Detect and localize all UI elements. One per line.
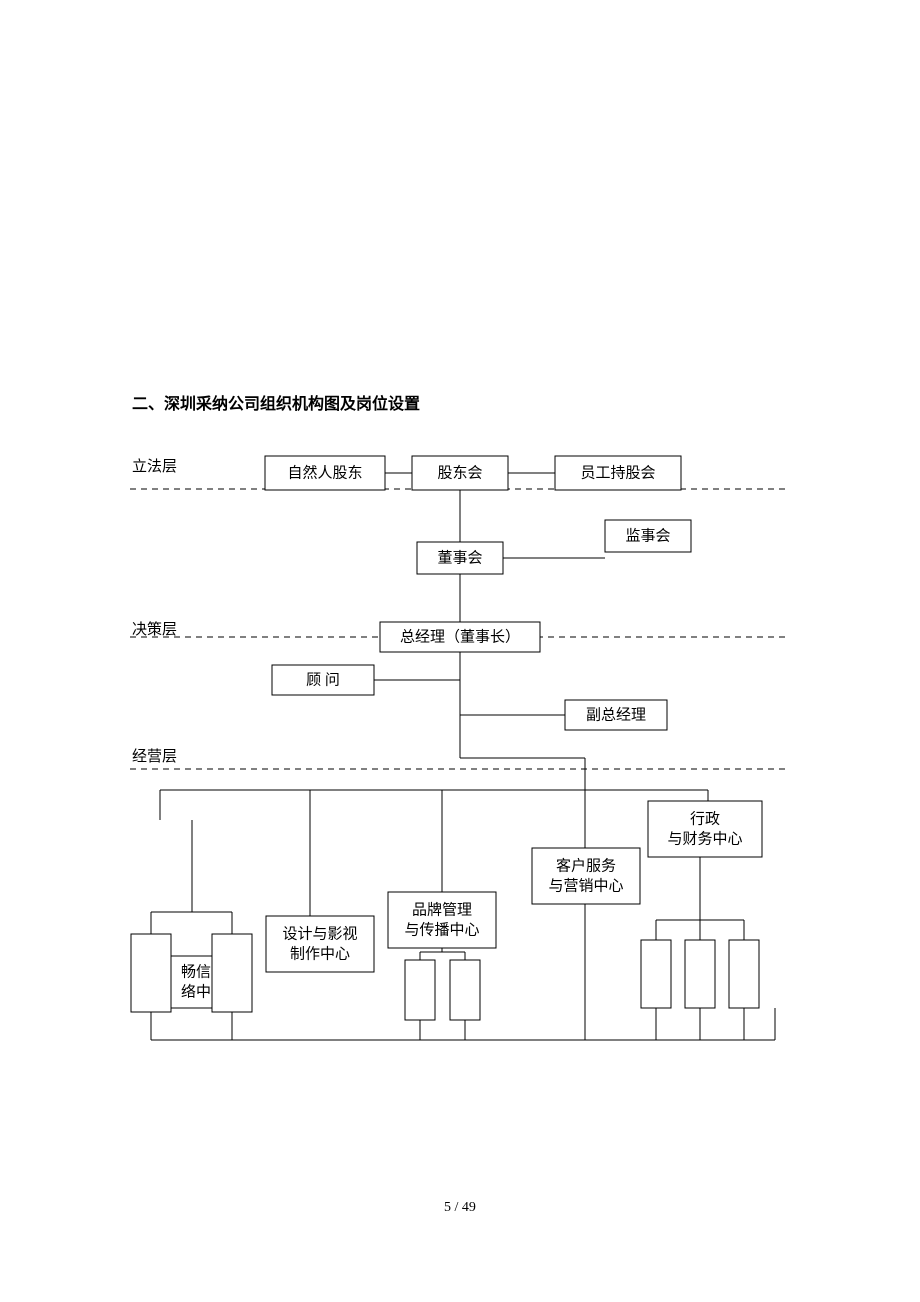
page-number: 5 / 49 bbox=[420, 1200, 500, 1216]
leaf-box-6 bbox=[729, 940, 759, 1008]
leaf-box-0 bbox=[131, 934, 171, 1012]
leaf-box-4 bbox=[641, 940, 671, 1008]
node-label-natural_shareholder: 自然人股东 bbox=[287, 464, 362, 481]
node-label-admin_finance-l2: 与财务中心 bbox=[667, 830, 742, 847]
node-label-general_manager: 总经理（董事长） bbox=[400, 628, 520, 645]
node-label-design_video-l2: 制作中心 bbox=[290, 945, 350, 962]
node-label-board_of_directors: 董事会 bbox=[437, 549, 482, 566]
node-label-supervisory_board: 监事会 bbox=[625, 527, 670, 544]
org-chart-svg: 自然人股东 股东会 员工持股会监事会董事会总经理（董事长） 顾 问副总经理行政与财务中… bbox=[0, 0, 920, 1302]
node-label-admin_finance-l1: 行政 bbox=[690, 810, 720, 827]
node-label-brand_mgmt-l2: 与传播中心 bbox=[404, 921, 479, 938]
node-label-design_video-l1: 设计与影视 bbox=[282, 925, 357, 942]
leaf-box-1 bbox=[212, 934, 252, 1012]
leaf-box-3 bbox=[450, 960, 480, 1020]
node-design_video bbox=[266, 916, 374, 972]
node-admin_finance bbox=[648, 801, 762, 857]
node-label-advisor: 顾 问 bbox=[306, 671, 340, 688]
node-label-deputy_gm: 副总经理 bbox=[586, 706, 646, 723]
node-label-info_network-l1: 畅信 bbox=[181, 963, 211, 980]
leaf-box-5 bbox=[685, 940, 715, 1008]
leaf-box-2 bbox=[405, 960, 435, 1020]
page-container: 二、深圳采纳公司组织机构图及岗位设置 立法层 决策层 经营层 自然人股东股东会员… bbox=[0, 0, 920, 1302]
node-label-brand_mgmt-l1: 品牌管理 bbox=[412, 901, 472, 918]
node-label-shareholder_meeting: 股东会 bbox=[437, 464, 482, 481]
node-brand_mgmt bbox=[388, 892, 496, 948]
node-label-info_network-l2: 络中 bbox=[181, 983, 211, 1000]
node-label-employee_holding: 员工持股会 bbox=[580, 464, 655, 481]
node-customer_marketing bbox=[532, 848, 640, 904]
node-label-customer_marketing-l2: 与营销中心 bbox=[548, 877, 623, 894]
node-label-customer_marketing-l1: 客户服务 bbox=[556, 857, 616, 874]
